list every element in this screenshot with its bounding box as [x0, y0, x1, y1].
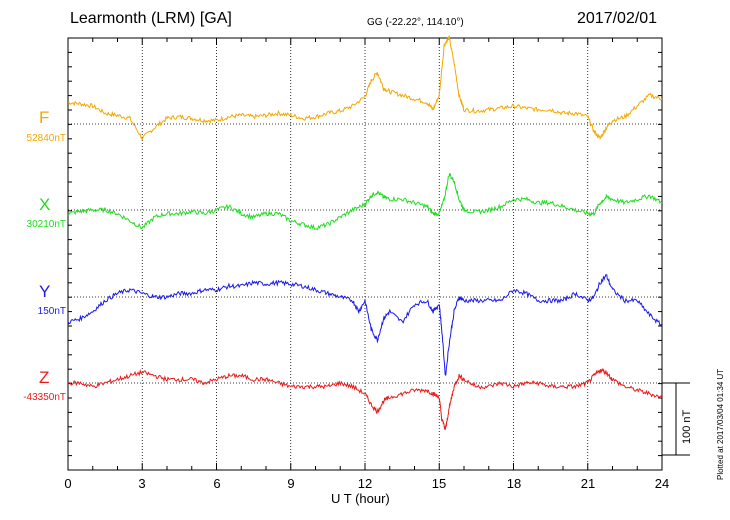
scale-bar-label: 100 nT — [681, 409, 693, 444]
series-line-x — [67, 172, 663, 231]
series-baselines — [68, 123, 662, 384]
xtick-label: 6 — [213, 476, 221, 491]
series-line-f — [67, 35, 663, 141]
xtick-label: 12 — [357, 476, 373, 491]
series-baseline-y: 150nT — [37, 306, 66, 317]
scale-bar — [662, 382, 690, 456]
series-baseline-z: -43350nT — [23, 392, 66, 403]
station-coordinates: GG (-22.22°, 114.10°) — [367, 17, 464, 28]
series-baseline-x: 30210nT — [26, 219, 66, 230]
series-lines — [67, 35, 663, 431]
xtick-label: 0 — [64, 476, 72, 491]
series-baseline-f: 52840nT — [26, 133, 66, 144]
xtick-label: 9 — [287, 476, 295, 491]
x-axis-title: U T (hour) — [331, 491, 390, 506]
series-name-z: Z — [39, 368, 50, 387]
series-line-y — [67, 274, 663, 376]
xtick-label: 24 — [654, 476, 670, 491]
series-name-y: Y — [39, 282, 51, 301]
series-name-x: X — [39, 195, 51, 214]
xtick-label: 18 — [506, 476, 522, 491]
series-line-z — [67, 367, 663, 431]
plotted-timestamp: Plotted at 2017/03/04 01:34 UT — [716, 368, 725, 480]
xtick-label: 15 — [431, 476, 447, 491]
station-title: Learmonth (LRM) [GA] — [70, 10, 232, 27]
chart-date: 2017/02/01 — [577, 10, 658, 27]
series-name-f: F — [39, 108, 50, 127]
grid-lines — [141, 38, 589, 470]
xtick-label: 3 — [138, 476, 146, 491]
xtick-label: 21 — [580, 476, 596, 491]
axis-ticks — [67, 38, 663, 471]
